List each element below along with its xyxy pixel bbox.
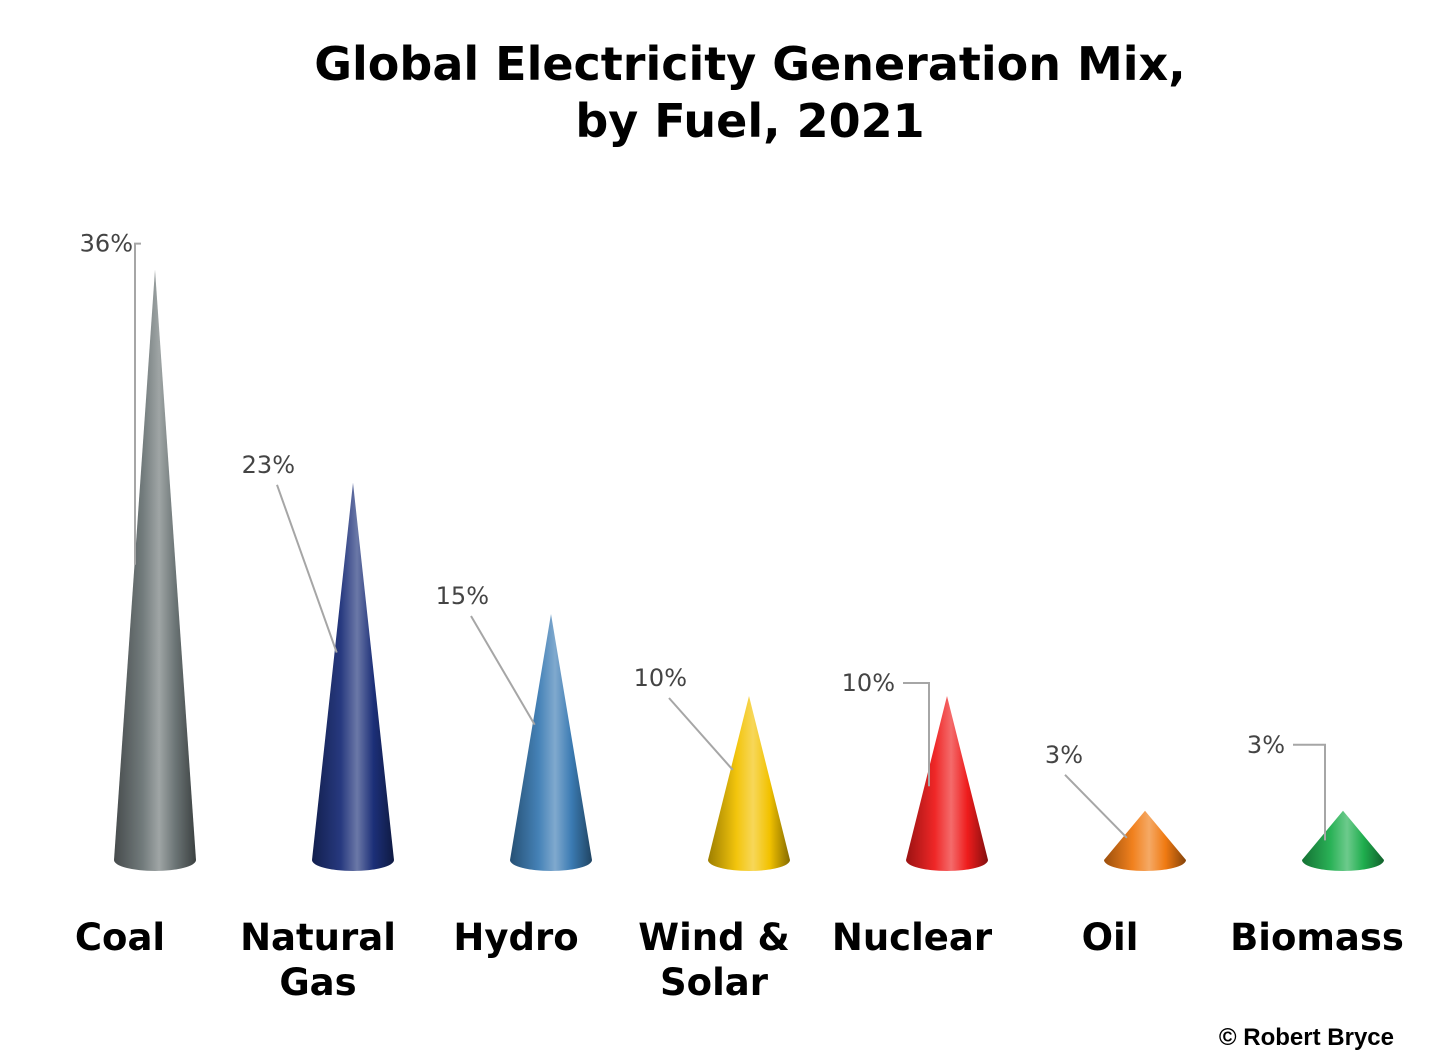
chart-title: Global Electricity Generation Mix, by Fu… <box>314 37 1185 148</box>
category-label-coal: Coal <box>75 916 165 959</box>
cone-wind-solar <box>708 696 790 871</box>
chart-title-line-2: by Fuel, 2021 <box>575 94 924 148</box>
category-labels: Coal Natural Gas Hydro Wind & Solar Nuclear Oil… <box>75 916 1404 1004</box>
data-label-wind-solar: 10% <box>634 664 687 692</box>
leader-line-wind-solar <box>668 697 734 771</box>
cone-body-coal <box>114 269 196 871</box>
data-label-nuclear: 10% <box>842 669 895 697</box>
cone-hydro <box>510 614 592 871</box>
category-label-wind-solar: Wind & Solar <box>638 916 789 1004</box>
leader-line-oil <box>1064 774 1128 839</box>
cone-body-wind-solar <box>708 696 790 871</box>
cone-series <box>114 269 1384 871</box>
cone-natural-gas <box>312 482 394 871</box>
cone-body-natural-gas <box>312 482 394 871</box>
data-label-biomass: 3% <box>1247 731 1285 759</box>
cone-nuclear <box>906 696 988 871</box>
cone-biomass <box>1302 810 1384 871</box>
leader-line-nuclear <box>903 682 930 787</box>
cone-body-nuclear <box>906 696 988 871</box>
copyright-credit: © Robert Bryce <box>1219 1024 1394 1051</box>
category-label-oil: Oil <box>1082 916 1139 959</box>
data-label-coal: 36% <box>80 230 133 258</box>
chart-title-line-1: Global Electricity Generation Mix, <box>314 37 1185 91</box>
leader-line-hydro <box>470 615 536 726</box>
cone-oil <box>1104 810 1186 871</box>
category-label-nuclear: Nuclear <box>832 916 993 959</box>
data-label-natural-gas: 23% <box>242 451 295 479</box>
leader-line-coal <box>134 242 141 565</box>
data-label-hydro: 15% <box>436 582 489 610</box>
cone-body-biomass <box>1302 810 1384 871</box>
cone-body-hydro <box>510 614 592 871</box>
data-labels: 36% 23% 15% 10% 10% 3% 3% <box>80 230 1285 769</box>
leader-line-biomass <box>1293 743 1326 841</box>
leader-lines <box>134 242 1326 841</box>
leader-line-natural-gas <box>276 484 338 653</box>
cone-body-oil <box>1104 810 1186 871</box>
data-label-oil: 3% <box>1045 741 1083 769</box>
category-label-biomass: Biomass <box>1230 916 1404 959</box>
cone-coal <box>114 269 196 871</box>
category-label-hydro: Hydro <box>453 916 578 959</box>
category-label-natural-gas: Natural Gas <box>240 916 396 1004</box>
